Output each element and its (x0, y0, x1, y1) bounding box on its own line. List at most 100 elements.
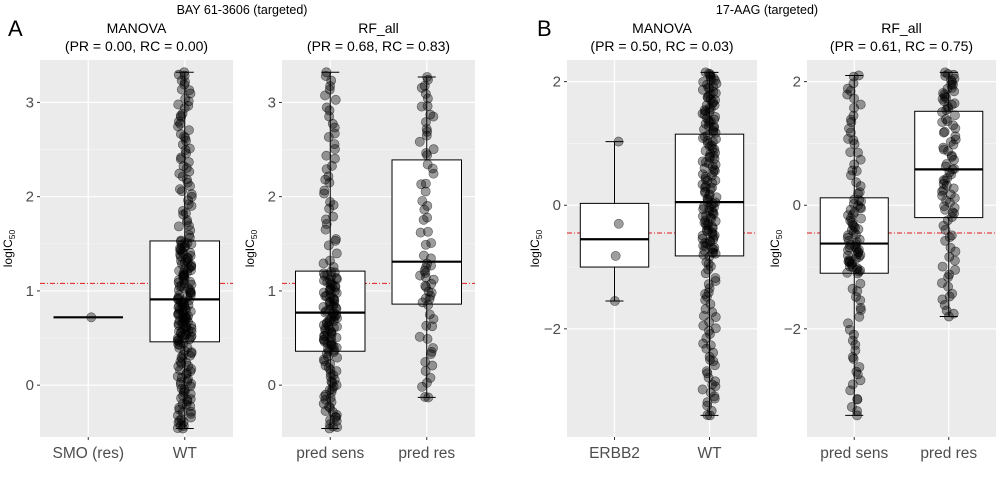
panel-a-right-ylabel-subscript: 50 (249, 229, 259, 239)
data-point (943, 69, 953, 79)
box-iqr (914, 110, 984, 219)
panel-a-right-box-1 (391, 72, 462, 403)
data-point (417, 196, 428, 206)
data-point (422, 377, 432, 388)
data-point (855, 278, 866, 289)
data-point (174, 168, 185, 179)
data-point (329, 139, 340, 149)
data-point (609, 296, 620, 306)
data-point (853, 188, 863, 199)
data-point (420, 178, 431, 189)
data-point (852, 394, 863, 404)
panel-b-right-xtick-label: pred res (920, 445, 977, 462)
data-point (854, 234, 865, 245)
data-point (422, 159, 433, 170)
data-point (855, 375, 866, 386)
data-point (849, 329, 859, 340)
panel-b-left: −2 0 2 ERBB2 WT MANOVA (PR = 0.50, RC = 0.03) l… (528, 20, 757, 462)
data-point (421, 262, 431, 273)
data-point (332, 321, 342, 332)
data-point (943, 311, 954, 322)
data-point (422, 334, 433, 344)
data-point (941, 305, 952, 316)
data-point (428, 168, 439, 179)
data-point (844, 324, 855, 335)
panel-b-left-box-1 (674, 67, 745, 421)
data-point (422, 101, 433, 112)
panel-b-left-ylabel-subscript: 50 (534, 229, 544, 239)
data-point (422, 93, 433, 104)
data-point (86, 312, 97, 323)
data-point (939, 201, 950, 211)
data-point (173, 221, 184, 232)
data-point (184, 125, 194, 136)
data-point (699, 124, 709, 135)
data-point (949, 193, 960, 203)
data-point (697, 384, 708, 395)
panel-b-right-box-0 (819, 70, 889, 421)
data-point (423, 392, 434, 403)
data-point (420, 88, 431, 99)
data-point (848, 110, 859, 121)
data-point (426, 238, 437, 248)
data-point (176, 75, 187, 86)
panel-b-left-ytick-label: 2 (553, 74, 561, 91)
panel-a-right-xtick-label: pred res (398, 445, 455, 462)
box-iqr (391, 159, 462, 305)
panel-b-left-subtitle: (PR = 0.50, RC = 0.03) (590, 38, 733, 54)
panel-a-left-ytick-label: 2 (26, 189, 34, 206)
panel-a-left-ytick-label: 1 (26, 283, 34, 300)
plots: 0 1 2 3 SMO (res) WT MANOVA (PR = 0.00, RC = 0.… (1, 20, 996, 462)
panel-b-left-xtick-label: ERBB2 (589, 445, 640, 462)
data-point (701, 100, 712, 111)
data-point (697, 179, 708, 190)
data-point (847, 165, 858, 176)
data-point (950, 131, 961, 142)
data-point (701, 366, 712, 377)
data-point (847, 379, 858, 390)
data-point (427, 163, 438, 174)
panel-a-right-title: RF_all (358, 20, 398, 36)
data-point (184, 85, 195, 96)
data-point (613, 136, 624, 147)
data-point (701, 257, 712, 268)
data-point (417, 381, 427, 392)
data-point (423, 300, 434, 310)
data-point (950, 110, 960, 121)
data-point (949, 98, 960, 109)
data-point (326, 397, 337, 407)
data-point (176, 152, 187, 163)
data-point (421, 130, 432, 141)
panel-a-right-ytick-label: 2 (268, 189, 276, 206)
data-point (175, 184, 185, 195)
data-point (183, 195, 193, 206)
data-point (939, 126, 950, 137)
data-point (845, 204, 856, 215)
data-point (331, 410, 342, 420)
data-point (610, 251, 621, 261)
data-point (950, 264, 961, 275)
data-point (941, 159, 952, 169)
data-point (321, 150, 332, 161)
panel-b-right: −2 0 2 pred sens pred res RF_all (PR = 0.61, R… (768, 20, 996, 462)
data-point (950, 134, 961, 145)
data-point (699, 105, 710, 116)
data-point (423, 74, 433, 85)
data-point (318, 258, 329, 269)
data-point (178, 205, 188, 216)
data-point (420, 239, 431, 250)
panel-b-right-title: RF_all (881, 20, 921, 36)
data-point (849, 139, 860, 149)
data-point (425, 372, 436, 383)
data-point (848, 71, 859, 82)
data-point (937, 261, 948, 272)
data-point (330, 144, 340, 154)
panel-a-left-xtick-label: WT (173, 445, 198, 462)
data-point (703, 68, 714, 79)
data-point (324, 105, 335, 116)
data-point (948, 120, 958, 131)
panel-a-left-ytick-label: 0 (26, 377, 34, 394)
data-point (421, 124, 432, 134)
data-point (186, 189, 197, 199)
panel-b-right-ylabel: logIC50 (768, 229, 784, 267)
